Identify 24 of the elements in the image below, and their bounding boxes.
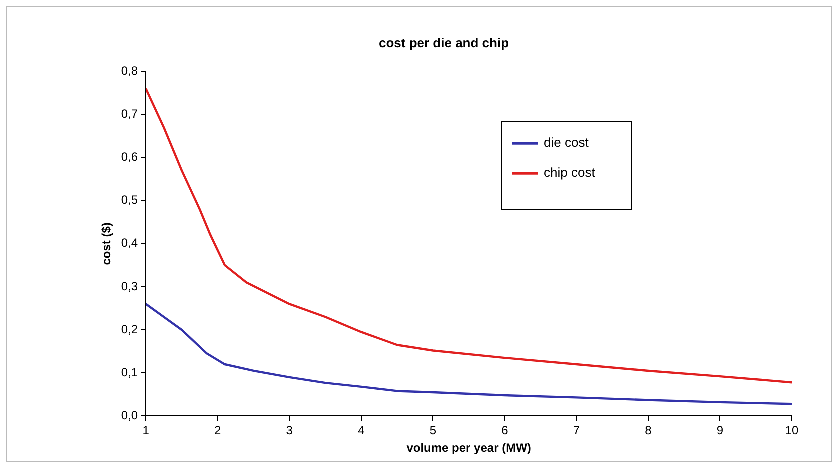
x-tick-label: 4 (358, 424, 366, 438)
x-tick-label: 8 (645, 424, 652, 438)
legend-label: die cost (544, 135, 590, 150)
y-tick-label: 0,1 (121, 365, 138, 380)
x-tick-label: 9 (716, 424, 724, 438)
legend-label: chip cost (544, 165, 596, 180)
x-axis-title: volume per year (MW) (406, 441, 532, 456)
y-tick-label: 0,0 (121, 408, 138, 423)
y-axis-title: cost ($) (100, 222, 114, 266)
x-tick-label: 2 (214, 424, 222, 438)
x-tick-label: 7 (573, 424, 580, 438)
y-tick-label: 0,4 (121, 236, 138, 250)
x-tick-label: 3 (286, 424, 294, 438)
chart-title: cost per die and chip (378, 35, 510, 50)
x-tick-label: 5 (430, 424, 437, 438)
x-tick-label: 10 (785, 424, 799, 438)
x-tick-label: 1 (142, 424, 150, 438)
x-tick-label: 6 (502, 424, 509, 438)
y-tick-label: 0,5 (121, 193, 138, 208)
y-tick-label: 0,3 (121, 279, 138, 294)
y-tick-label: 0,6 (121, 150, 138, 164)
y-tick-label: 0,7 (121, 106, 138, 121)
y-tick-label: 0,8 (121, 64, 138, 78)
y-tick-label: 0,2 (121, 322, 138, 336)
